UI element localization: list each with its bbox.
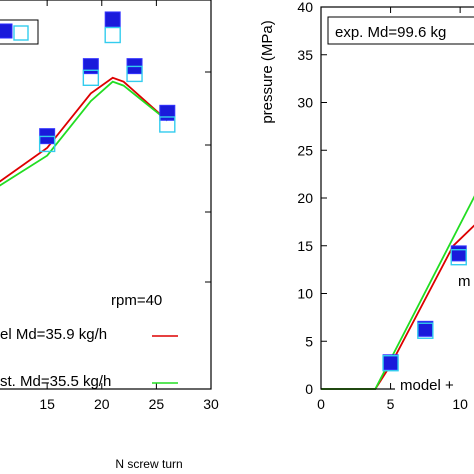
right-y-tick-label: 25 [297, 142, 313, 158]
legend-filled-marker [0, 23, 13, 39]
right-y-tick-label: 15 [297, 238, 313, 254]
right-data-point-open [382, 355, 399, 372]
rpm-annotation: rpm=40 [111, 292, 162, 309]
left-plot-frame [0, 0, 212, 390]
legend-label-exp: st. Md=35.5 kg/h [0, 373, 111, 390]
right-y-tick-label: 5 [305, 333, 313, 349]
left-data-point [159, 104, 176, 121]
right-annotation-model: model + [400, 377, 454, 394]
right-data-point [382, 354, 399, 371]
right-plot-frame [320, 6, 474, 390]
legend-label-model: el Md=35.9 kg/h [0, 326, 107, 343]
right-annotation-m: m [458, 273, 471, 290]
left-series-line-1 [0, 80, 168, 187]
left-data-point [104, 11, 121, 28]
right-chart: 0 5 10 0 5 10 15 20 25 30 35 40 exp. Md=99.6 kg m m… [259, 0, 474, 412]
left-series-line-0 [0, 76, 168, 183]
left-x-tick-label: 30 [203, 396, 219, 412]
left-x-tick-label: 20 [94, 396, 110, 412]
right-y-tick-label: 40 [297, 0, 313, 15]
left-marker-legend [0, 19, 39, 45]
left-data-point-open [159, 116, 176, 133]
right-data-point [450, 245, 467, 262]
left-data-point [82, 58, 99, 75]
left-x-axis-label: N screw turn [115, 457, 182, 471]
right-x-tick-label: 5 [387, 396, 395, 412]
right-series-layer [321, 195, 474, 390]
right-annotation-exp: exp. Md=99.6 kg [335, 24, 446, 41]
left-series-layer [0, 11, 176, 187]
left-x-tick-label: 15 [39, 396, 55, 412]
left-x-tick-label: 25 [149, 396, 165, 412]
right-axis-ticks: 0 5 10 0 5 10 15 20 25 30 35 40 [297, 0, 468, 412]
legend-open-marker [13, 25, 29, 41]
right-y-tick-label: 0 [305, 381, 313, 397]
right-x-tick-label: 0 [317, 396, 325, 412]
right-y-tick-label: 30 [297, 95, 313, 111]
left-data-point-open [104, 26, 121, 44]
left-chart: 15 20 25 30 rpm=40 el Md=35.9 kg/h st. Md=3… [0, 0, 219, 471]
left-data-point-open [126, 65, 143, 83]
right-data-point-open [417, 322, 434, 339]
right-annotation-box: exp. Md=99.6 kg [327, 16, 474, 45]
left-legend: el Md=35.9 kg/h st. Md=35.5 kg/h [0, 326, 178, 390]
left-data-point-open [82, 69, 100, 87]
left-data-point-open [38, 135, 56, 153]
right-annotation-backdrop [395, 374, 474, 394]
right-y-tick-label: 35 [297, 47, 313, 63]
left-axis-ticks: 15 20 25 30 [39, 0, 219, 412]
right-y-tick-label: 20 [297, 190, 313, 206]
right-y-tick-label: 10 [297, 286, 313, 302]
right-y-axis-label: pressure (MPa) [259, 20, 276, 123]
right-data-point-open [450, 249, 467, 266]
right-x-tick-label: 10 [452, 396, 468, 412]
